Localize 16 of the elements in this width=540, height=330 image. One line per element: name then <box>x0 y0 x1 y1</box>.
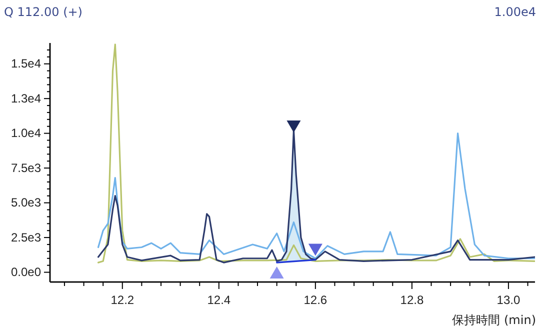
y-tick-label: 0.0e0 <box>10 265 42 280</box>
x-tick-label: 12.6 <box>304 293 328 308</box>
y-tick-label: 2.5e3 <box>10 230 42 244</box>
x-tick-label: 13.0 <box>496 293 520 308</box>
x-axis-title: 保持時間 (min) <box>452 313 536 327</box>
line-series <box>97 44 535 264</box>
y-tick-label: 7.5e3 <box>10 160 42 175</box>
y-tick-label: 1.5e4 <box>10 56 42 71</box>
x-tick-label: 12.8 <box>400 293 424 308</box>
x-tick-label: 12.2 <box>110 293 134 308</box>
y-tick-label: 1.0e4 <box>10 126 42 140</box>
y-tick-label: 1.3e4 <box>10 91 42 106</box>
x-tick-label: 12.4 <box>207 293 231 308</box>
y-tick-label: 5.0e3 <box>10 196 42 210</box>
text: Q 112.00 (+) <box>4 5 82 19</box>
text: 1.00e4 <box>494 5 536 19</box>
